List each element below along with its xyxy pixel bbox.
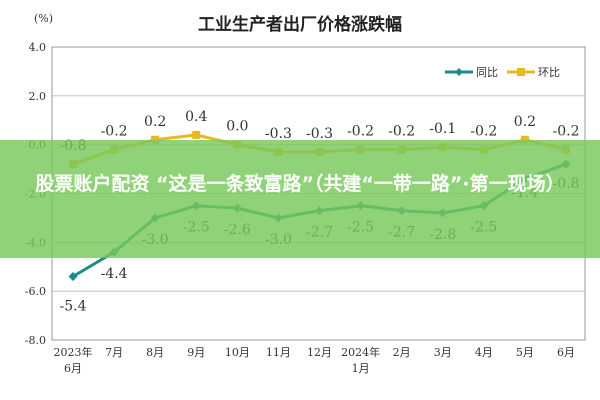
y-tick-label: 2.0 [29, 90, 47, 103]
chart-title: 工业生产者出厂价格涨跌幅 [198, 15, 402, 35]
x-tick-label: 10月 [225, 346, 250, 359]
overlay-banner: 股票账户配资 “这是一条致富路”（共建“一带一路”·第一现场） [0, 140, 600, 258]
data-point-mom [151, 135, 160, 144]
data-label-mom: 0.2 [144, 114, 166, 130]
x-tick-label: 6月 [557, 346, 575, 359]
data-label-mom: 0.2 [514, 114, 536, 130]
legend-label: 同比 [476, 66, 498, 79]
data-label-mom: -0.2 [553, 124, 580, 140]
y-tick-label: -8.0 [25, 334, 46, 347]
data-label-mom: -0.1 [429, 121, 456, 137]
y-tick-label: 4.0 [29, 41, 47, 54]
data-label-yoy: -4.4 [101, 266, 128, 282]
data-point-mom [520, 135, 529, 144]
data-label-mom: -0.2 [470, 124, 497, 140]
data-label-mom: 0.4 [185, 109, 207, 125]
x-tick-label: 4月 [475, 346, 493, 359]
y-axis-unit-label: (%) [34, 12, 54, 25]
overlay-banner-text: 股票账户配资 “这是一条致富路”（共建“一带一路”·第一现场） [35, 173, 565, 195]
data-label-mom: 0.0 [226, 119, 248, 135]
x-tick-label: 5月 [516, 346, 534, 359]
data-point-mom [192, 130, 201, 139]
data-label-mom: -0.3 [306, 126, 333, 142]
data-point-yoy [68, 272, 78, 282]
data-label-mom: -0.2 [388, 124, 415, 140]
y-tick-label: -6.0 [25, 285, 46, 298]
x-tick-label: 6月 [64, 362, 82, 375]
data-label-mom: -0.3 [265, 126, 292, 142]
legend-marker-yoy [455, 68, 463, 76]
x-tick-label: 8月 [146, 346, 164, 359]
x-tick-label: 3月 [434, 346, 452, 359]
x-tick-label: 2月 [393, 346, 411, 359]
x-tick-label: 2024年 [341, 345, 380, 359]
x-tick-label: 2023年 [54, 345, 93, 359]
data-label-yoy: -5.4 [60, 299, 87, 315]
x-tick-label: 9月 [187, 346, 205, 359]
data-label-mom: -0.2 [347, 124, 374, 140]
data-label-mom: -0.2 [101, 124, 128, 140]
x-tick-label: 7月 [105, 346, 123, 359]
x-tick-label: 1月 [352, 362, 370, 375]
x-tick-label: 12月 [307, 346, 332, 359]
x-tick-label: 11月 [266, 346, 291, 359]
legend-marker-mom [517, 68, 525, 76]
legend-label: 环比 [538, 66, 560, 79]
